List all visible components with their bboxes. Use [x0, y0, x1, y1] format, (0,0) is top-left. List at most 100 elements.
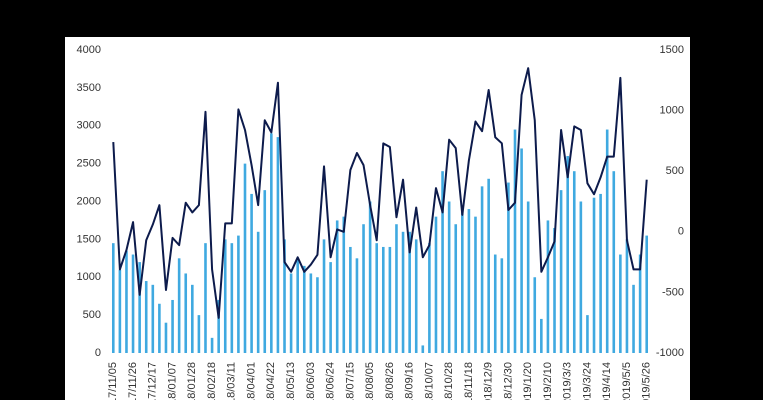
x-tick-label: 2018/01/28	[186, 362, 198, 400]
bar	[579, 201, 583, 353]
x-tick-label: 2018/10/07	[423, 362, 435, 400]
bar	[237, 235, 240, 353]
x-tick-label: 2018/04/22	[265, 362, 277, 400]
bar	[329, 262, 332, 353]
x-tick-label: 2019/5/26	[641, 362, 653, 400]
y2-tick-label: 0	[678, 226, 684, 238]
bar	[625, 239, 629, 353]
bar	[434, 216, 438, 353]
x-tick-label: 2017/11/05	[107, 362, 119, 400]
x-tick-label: 2018/03/11	[226, 362, 238, 400]
bar	[204, 243, 207, 353]
bar	[461, 209, 464, 353]
bar	[428, 243, 431, 353]
y-tick-label: 2000	[77, 195, 101, 207]
bar	[493, 254, 497, 353]
x-tick-label: 2018/10/28	[443, 362, 455, 400]
x-tick-label: 2018/02/18	[206, 362, 218, 400]
bar	[368, 201, 372, 353]
bar	[605, 129, 609, 353]
bar	[230, 243, 234, 353]
bar	[296, 258, 299, 353]
bar	[144, 281, 148, 353]
x-tick-label: 2018/08/05	[364, 362, 376, 400]
bar	[599, 193, 602, 353]
bar	[546, 220, 550, 353]
bar	[454, 224, 458, 353]
x-tick-label: 2019/3/3	[562, 362, 574, 400]
bar	[421, 345, 425, 353]
bar	[447, 201, 451, 353]
y-tick-label: 2500	[77, 158, 101, 170]
bar	[566, 156, 569, 353]
bar	[520, 148, 523, 353]
bar	[349, 246, 352, 353]
bar	[177, 258, 181, 353]
bar	[250, 193, 253, 353]
bar	[500, 258, 504, 353]
bar	[638, 254, 642, 353]
bar	[441, 171, 444, 353]
bar	[474, 216, 477, 353]
bar	[526, 201, 530, 353]
y-tick-label: 3000	[77, 120, 101, 132]
bar	[408, 231, 411, 353]
bar	[586, 315, 589, 353]
bar	[184, 273, 188, 353]
y2-tick-label: -500	[662, 286, 684, 298]
bar	[612, 171, 616, 353]
x-tick-label: 2018/12/9	[483, 362, 495, 400]
y-tick-label: 4000	[77, 44, 101, 56]
bar	[158, 303, 161, 353]
bar	[632, 284, 635, 353]
bar	[362, 224, 365, 353]
bar	[355, 258, 359, 353]
y2-tick-label: 1500	[660, 44, 684, 56]
bar	[125, 250, 128, 353]
y-tick-label: 0	[95, 347, 101, 359]
x-tick-label: 2018/04/01	[245, 362, 257, 400]
bar	[276, 137, 280, 353]
bar	[375, 243, 379, 353]
bar	[151, 284, 155, 353]
bar	[111, 243, 115, 353]
x-tick-label: 2018/08/26	[384, 362, 396, 400]
x-tick-label: 2019/2/10	[542, 362, 554, 400]
bar	[507, 182, 510, 353]
bar	[197, 315, 201, 353]
x-tick-label: 2018/07/15	[344, 362, 356, 400]
y2-tick-label: 500	[666, 165, 684, 177]
x-tick-label: 2019/5/5	[621, 362, 633, 400]
bar	[164, 322, 168, 353]
x-tick-label: 2018/09/16	[404, 362, 416, 400]
bar	[467, 209, 471, 353]
bar	[217, 299, 220, 353]
bar	[540, 318, 543, 353]
bar	[388, 246, 392, 353]
bar	[619, 254, 622, 353]
bar	[138, 262, 141, 353]
bar	[171, 299, 174, 353]
bar	[401, 231, 405, 353]
y2-tick-label: -1000	[656, 347, 684, 359]
bar	[381, 246, 385, 353]
bar	[553, 228, 556, 353]
bar	[487, 178, 490, 353]
bar	[191, 284, 194, 353]
bar	[302, 265, 306, 353]
x-tick-label: 2018/05/13	[285, 362, 297, 400]
bar	[395, 224, 398, 353]
bar	[645, 235, 649, 353]
bar	[256, 231, 260, 353]
x-tick-label: 2019/3/24	[581, 362, 593, 400]
bar	[289, 273, 293, 353]
y-tick-label: 1500	[77, 233, 101, 245]
x-tick-label: 2019/4/14	[601, 362, 613, 400]
bar	[243, 163, 247, 353]
x-tick-label: 2019/1/20	[522, 362, 534, 400]
y-tick-label: 1000	[77, 271, 101, 283]
y2-tick-label: 1000	[660, 105, 684, 117]
bar	[309, 273, 313, 353]
